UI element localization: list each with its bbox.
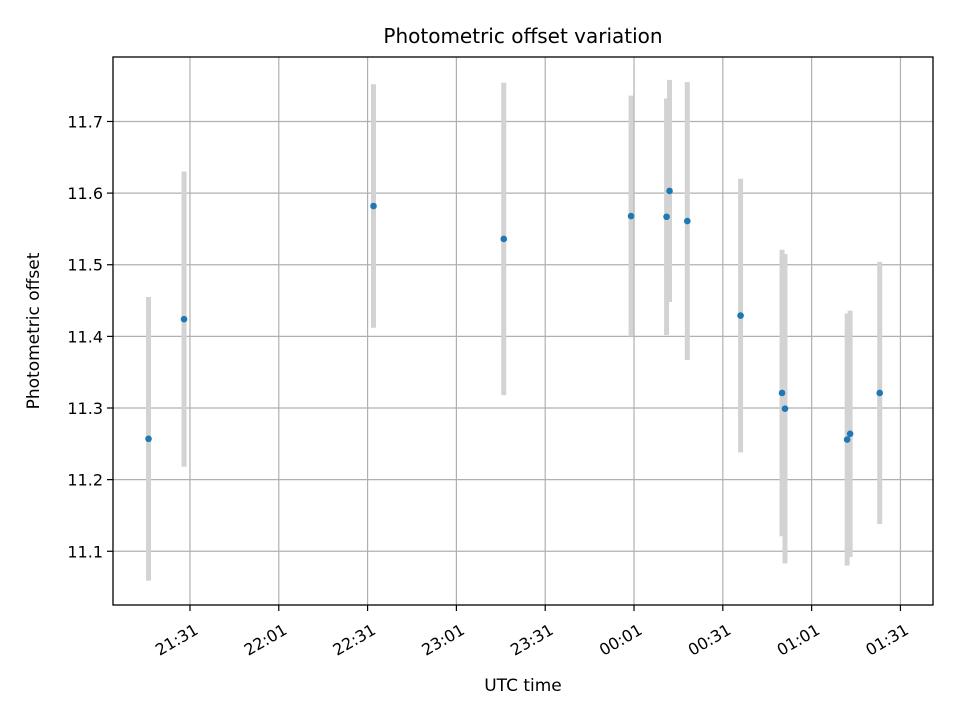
data-points xyxy=(145,187,884,443)
y-tick-label: 11.5 xyxy=(67,256,103,275)
data-point xyxy=(666,187,673,195)
x-tick-label: 00:31 xyxy=(685,620,734,660)
y-tick-label: 11.7 xyxy=(67,112,103,131)
y-tick-label: 11.3 xyxy=(67,399,103,418)
x-tick-label: 22:01 xyxy=(241,620,290,660)
y-tick-label: 11.4 xyxy=(67,327,103,346)
data-point xyxy=(663,213,670,221)
y-axis-label: Photometric offset xyxy=(24,252,44,409)
data-point xyxy=(180,315,188,323)
data-point xyxy=(843,436,851,443)
data-point xyxy=(683,217,691,225)
x-tick-label: 01:31 xyxy=(862,620,911,660)
x-tick-label: 21:31 xyxy=(152,620,201,660)
grid xyxy=(113,57,933,605)
data-point xyxy=(737,312,744,319)
x-tick-label: 23:01 xyxy=(418,620,467,660)
data-point xyxy=(876,389,884,397)
x-tick-label: 22:31 xyxy=(330,620,379,660)
data-point xyxy=(846,430,854,438)
data-point xyxy=(781,405,789,413)
x-tick-label: 23:31 xyxy=(507,620,556,660)
y-tick-label: 11.6 xyxy=(67,184,103,203)
x-tick-label: 00:01 xyxy=(596,620,645,660)
chart-title: Photometric offset variation xyxy=(383,24,662,48)
data-point xyxy=(370,202,377,210)
data-point xyxy=(145,435,152,443)
x-tick-label: 01:01 xyxy=(774,620,823,660)
plot-frame xyxy=(112,56,934,606)
y-tick-label: 11.2 xyxy=(67,471,103,490)
x-axis-label: UTC time xyxy=(484,676,562,696)
data-point xyxy=(500,235,508,243)
error-bars xyxy=(146,79,883,581)
y-tick-label: 11.1 xyxy=(67,542,103,561)
data-point xyxy=(627,212,635,220)
data-point xyxy=(778,389,786,397)
